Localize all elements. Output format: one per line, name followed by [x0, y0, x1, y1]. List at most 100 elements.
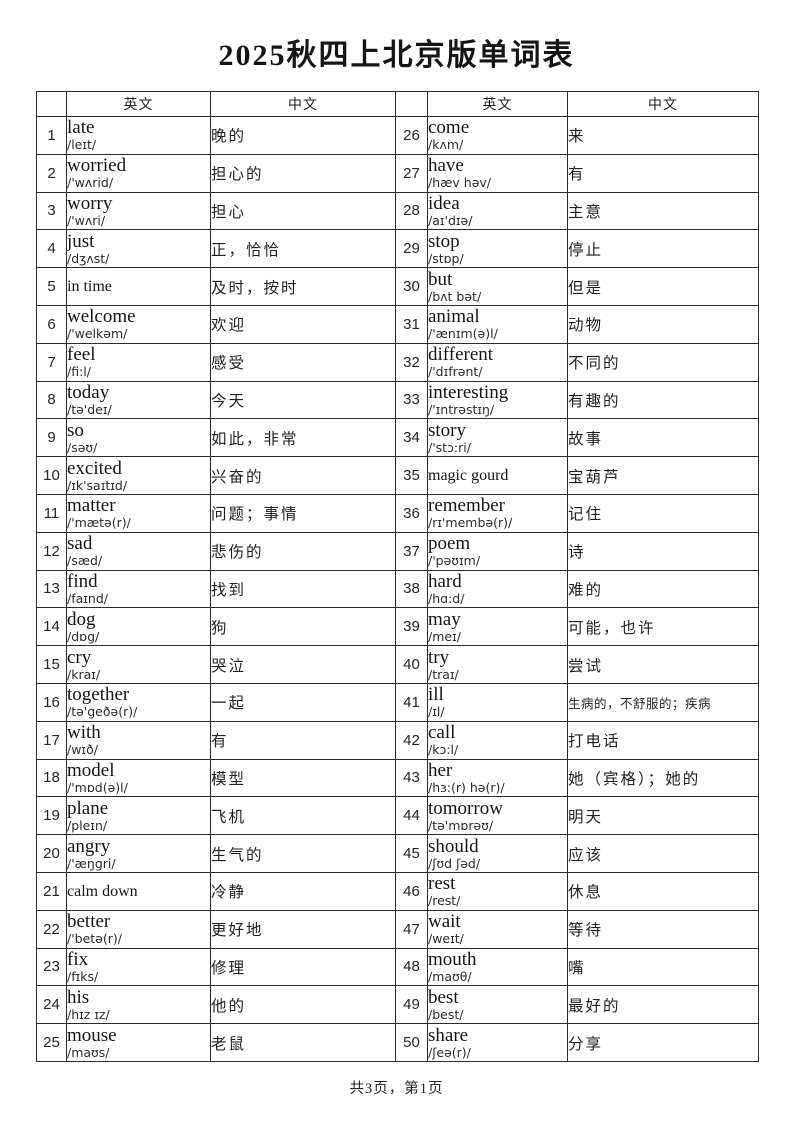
phonetic-transcription: /'pəʊɪm/ — [428, 553, 481, 569]
entry-number: 11 — [36, 493, 67, 533]
english-cell: just/dʒʌst/ — [66, 229, 211, 269]
english-cell: angry/'æŋgri/ — [66, 834, 211, 873]
phonetic-transcription: /pleɪn/ — [67, 817, 108, 833]
phonetic-transcription: /ʃeə(r)/ — [428, 1044, 471, 1060]
phonetic-transcription: /'mætə(r)/ — [67, 515, 131, 531]
phonetic-transcription: /'wʌrid/ — [67, 175, 114, 191]
chinese-meaning: 担心 — [210, 191, 396, 231]
chinese-meaning: 一起 — [210, 682, 396, 722]
phonetic-transcription: /ɪk'saɪtɪd/ — [67, 477, 128, 493]
entry-number: 50 — [395, 1023, 428, 1062]
entry-number: 31 — [395, 304, 428, 344]
english-word: tomorrow — [428, 797, 503, 819]
english-word: magic gourd — [428, 467, 509, 485]
phonetic-transcription: /maʊs/ — [67, 1044, 110, 1060]
english-cell: today/tə'deɪ/ — [66, 380, 211, 420]
entry-number: 12 — [36, 531, 67, 571]
english-word: together — [67, 684, 130, 706]
entry-number: 45 — [395, 834, 428, 873]
english-word: may — [428, 608, 461, 630]
english-cell: matter/'mætə(r)/ — [66, 493, 211, 533]
english-cell: feel/fi:l/ — [66, 342, 211, 382]
english-cell: sad/sæd/ — [66, 531, 211, 571]
phonetic-transcription: /hɜ:(r) hə(r)/ — [428, 779, 505, 795]
entry-number: 27 — [395, 153, 428, 193]
english-word: today — [67, 381, 110, 403]
english-word: mouth — [428, 948, 477, 970]
chinese-meaning: 问题；事情 — [210, 493, 396, 533]
chinese-meaning: 有 — [567, 153, 759, 193]
phonetic-transcription: /fɪks/ — [67, 968, 99, 984]
chinese-meaning: 欢迎 — [210, 304, 396, 344]
entry-number: 30 — [395, 267, 428, 306]
phonetic-transcription: /dɒg/ — [67, 628, 100, 644]
table-row: 23 fix/fɪks/修理 48 mouth/maʊθ/嘴 — [36, 947, 759, 987]
english-word: poem — [428, 533, 471, 555]
phonetic-transcription: /faɪnd/ — [67, 590, 109, 606]
page-footer: 共3页，第1页 — [349, 1080, 444, 1097]
english-cell: share/ʃeə(r)/ — [427, 1023, 568, 1062]
english-cell: stop/stɒp/ — [427, 229, 568, 269]
table-row: 6 welcome/'welkəm/欢迎 31 animal/'ænɪm(ə)l/动物 — [36, 304, 759, 344]
header-number-left — [36, 91, 67, 117]
chinese-meaning: 主意 — [567, 191, 759, 231]
phonetic-transcription: /rest/ — [428, 893, 461, 909]
phonetic-transcription: /traɪ/ — [428, 666, 459, 682]
english-cell: but/bʌt bət/ — [427, 267, 568, 306]
entry-number: 35 — [395, 456, 428, 495]
chinese-meaning: 正，恰恰 — [210, 229, 396, 269]
english-word: excited — [67, 457, 122, 479]
entry-number: 3 — [36, 191, 67, 231]
table-row: 1 late/leɪt/晚的 26 come/kʌm/来 — [36, 116, 759, 155]
english-cell: worry/'wʌri/ — [66, 191, 211, 231]
chinese-meaning: 感受 — [210, 342, 396, 382]
table-row: 19 plane/pleɪn/飞机 44 tomorrow/tə'mɒrəʊ/明天 — [36, 796, 759, 836]
entry-number: 9 — [36, 418, 67, 458]
entry-number: 16 — [36, 682, 67, 722]
phonetic-transcription: /fi:l/ — [67, 364, 91, 380]
english-cell: rest/rest/ — [427, 871, 568, 911]
entry-number: 13 — [36, 569, 67, 609]
english-word: come — [428, 117, 470, 139]
entry-number: 10 — [36, 456, 67, 495]
english-cell: so/səʊ/ — [66, 418, 211, 458]
phonetic-transcription: /tə'mɒrəʊ/ — [428, 817, 494, 833]
chinese-meaning: 难的 — [567, 569, 759, 609]
english-cell: calm down — [66, 871, 211, 911]
english-cell: cry/kraɪ/ — [66, 645, 211, 684]
phonetic-transcription: /'mɒd(ə)l/ — [67, 779, 128, 795]
table-row: 14 dog/dɒg/狗 39 may/meɪ/可能，也许 — [36, 607, 759, 647]
english-cell: together/tə'geðə(r)/ — [66, 682, 211, 722]
table-row: 18 model/'mɒd(ə)l/模型 43 her/hɜ:(r) hə(r)/她（… — [36, 758, 759, 798]
phonetic-transcription: /hæv həv/ — [428, 175, 492, 191]
table-row: 9 so/səʊ/如此，非常 34 story/'stɔ:ri/故事 — [36, 418, 759, 458]
chinese-meaning: 哭泣 — [210, 645, 396, 684]
english-cell: story/'stɔ:ri/ — [427, 418, 568, 458]
english-cell: should/ʃʊd ʃəd/ — [427, 834, 568, 873]
english-word: have — [428, 155, 464, 177]
english-cell: find/faɪnd/ — [66, 569, 211, 609]
english-word: interesting — [428, 381, 509, 403]
entry-number: 29 — [395, 229, 428, 269]
english-cell: his/hɪz ɪz/ — [66, 985, 211, 1025]
chinese-meaning: 老鼠 — [210, 1023, 396, 1062]
header-english-right: 英文 — [427, 91, 568, 117]
english-word: model — [67, 759, 115, 781]
chinese-meaning: 休息 — [567, 871, 759, 911]
phonetic-transcription: /tə'geðə(r)/ — [67, 704, 138, 720]
chinese-meaning: 今天 — [210, 380, 396, 420]
table-row: 8 today/tə'deɪ/今天 33 interesting/'ɪntrəstɪŋ… — [36, 380, 759, 420]
chinese-meaning: 可能，也许 — [567, 607, 759, 647]
chinese-meaning: 分享 — [567, 1023, 759, 1062]
english-word: worried — [67, 155, 127, 177]
entry-number: 21 — [36, 871, 67, 911]
table-row: 20 angry/'æŋgri/生气的 45 should/ʃʊd ʃəd/应该 — [36, 834, 759, 873]
phonetic-transcription: /leɪt/ — [67, 137, 97, 153]
entry-number: 32 — [395, 342, 428, 382]
entry-number: 48 — [395, 947, 428, 987]
english-word: call — [428, 722, 456, 744]
english-word: sad — [67, 533, 93, 555]
english-cell: may/meɪ/ — [427, 607, 568, 647]
english-word: animal — [428, 306, 480, 328]
